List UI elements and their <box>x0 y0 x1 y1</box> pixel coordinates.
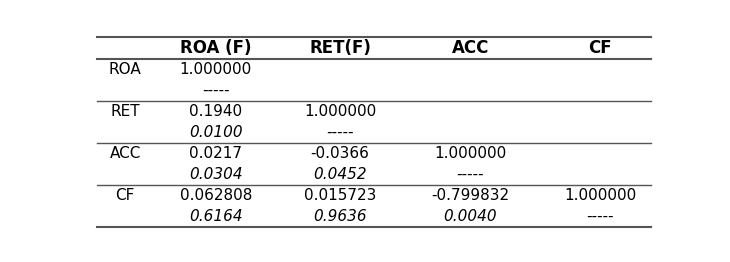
Text: -----: ----- <box>456 167 484 182</box>
Text: -----: ----- <box>202 83 229 98</box>
Text: 0.062808: 0.062808 <box>180 188 252 203</box>
Text: 0.0100: 0.0100 <box>189 125 242 140</box>
Text: 1.000000: 1.000000 <box>564 188 637 203</box>
Text: 0.0217: 0.0217 <box>189 146 242 161</box>
Text: 0.0040: 0.0040 <box>444 209 497 224</box>
Text: ROA (F): ROA (F) <box>180 39 251 57</box>
Text: ROA: ROA <box>109 62 142 77</box>
Text: 0.015723: 0.015723 <box>304 188 377 203</box>
Text: CF: CF <box>115 188 135 203</box>
Text: 0.6164: 0.6164 <box>189 209 242 224</box>
Text: 0.0452: 0.0452 <box>313 167 367 182</box>
Text: 0.1940: 0.1940 <box>189 104 242 119</box>
Text: RET: RET <box>110 104 140 119</box>
Text: ACC: ACC <box>452 39 489 57</box>
Text: -0.799832: -0.799832 <box>431 188 510 203</box>
Text: CF: CF <box>588 39 612 57</box>
Text: -0.0366: -0.0366 <box>311 146 369 161</box>
Text: 1.000000: 1.000000 <box>434 146 507 161</box>
Text: RET(F): RET(F) <box>310 39 371 57</box>
Text: -----: ----- <box>587 209 614 224</box>
Text: 0.0304: 0.0304 <box>189 167 242 182</box>
Text: 1.000000: 1.000000 <box>304 104 376 119</box>
Text: -----: ----- <box>326 125 354 140</box>
Text: ACC: ACC <box>110 146 141 161</box>
Text: 0.9636: 0.9636 <box>313 209 367 224</box>
Text: 1.000000: 1.000000 <box>180 62 252 77</box>
